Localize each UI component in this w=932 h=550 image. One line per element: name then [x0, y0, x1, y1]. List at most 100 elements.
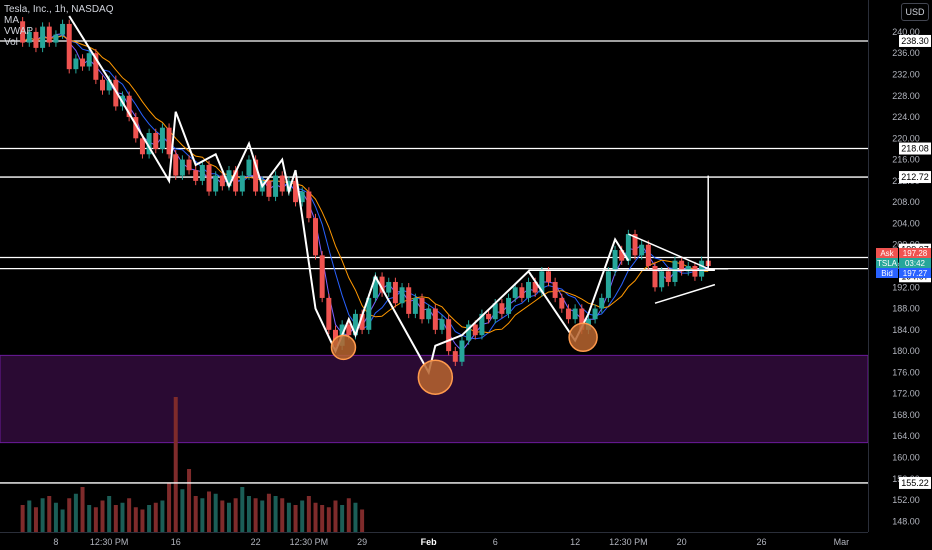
- price-label-box: [899, 171, 931, 184]
- candle-body: [579, 308, 585, 330]
- price-label-text: 212.72: [901, 172, 929, 182]
- volume-bar: [113, 505, 118, 532]
- price-axis[interactable]: 148.00152.00156.00160.00164.00168.00172.…: [868, 0, 932, 550]
- candle-body: [166, 127, 172, 155]
- candle-body: [139, 138, 145, 155]
- candle-body: [133, 117, 139, 139]
- price-tick-label: 216.00: [892, 155, 920, 165]
- indicator-vwap[interactable]: VWAP: [4, 26, 34, 37]
- candle-body: [253, 159, 259, 192]
- price-tick-label: 204.00: [892, 218, 920, 228]
- time-tick-label: 12: [570, 537, 580, 547]
- time-tick-label: 12:30 PM: [290, 537, 329, 547]
- volume-bar: [360, 509, 365, 532]
- indicator-volume[interactable]: Vol: [4, 37, 18, 48]
- candle-body: [179, 159, 185, 176]
- volume-bar: [346, 498, 351, 532]
- quote-value-box: [899, 268, 931, 278]
- price-tick-label: 148.00: [892, 516, 920, 526]
- candle-body: [412, 297, 418, 314]
- candle-body: [645, 244, 651, 266]
- candle-body: [246, 159, 252, 176]
- candle-body: [113, 79, 119, 107]
- symbol-title[interactable]: Tesla, Inc., 1h, NASDAQ: [4, 4, 114, 15]
- volume-bar: [207, 491, 212, 532]
- volume-bar: [147, 505, 152, 532]
- price-tick-label: 164.00: [892, 431, 920, 441]
- price-tick-label: 224.00: [892, 112, 920, 122]
- price-tick-label: 176.00: [892, 367, 920, 377]
- time-tick-label: 16: [171, 537, 181, 547]
- time-tick-label: 12:30 PM: [609, 537, 648, 547]
- candle-body: [559, 297, 565, 309]
- time-tick-label: 29: [357, 537, 367, 547]
- candle-body: [126, 95, 132, 118]
- price-tick-label: 228.00: [892, 91, 920, 101]
- volume-bar: [133, 507, 138, 532]
- candle-body: [532, 281, 538, 293]
- candle-body: [206, 164, 212, 192]
- price-label-text: 218.08: [901, 144, 929, 154]
- price-tick-label: 168.00: [892, 410, 920, 420]
- candle-body: [313, 218, 319, 256]
- price-tick-label: 152.00: [892, 495, 920, 505]
- volume-bar: [320, 505, 325, 532]
- price-tick-label: 232.00: [892, 69, 920, 79]
- candle-body: [60, 23, 66, 35]
- volume-bar: [173, 397, 178, 532]
- candle-body: [492, 303, 498, 320]
- quote-value-text: 03:42: [905, 259, 926, 268]
- volume-bar: [193, 496, 198, 532]
- candle-body: [699, 260, 705, 277]
- volume-bar: [266, 493, 271, 532]
- candle-body: [213, 175, 219, 192]
- volume-bar: [273, 496, 278, 532]
- candle-body: [286, 180, 292, 192]
- price-tick-label: 220.00: [892, 133, 920, 143]
- volume-bar: [353, 502, 358, 532]
- time-tick-label: 22: [251, 537, 261, 547]
- price-label-box: [899, 142, 931, 155]
- quote-value-box: [899, 258, 931, 268]
- indicator-ma[interactable]: MA: [4, 15, 19, 26]
- time-axis[interactable]: 8 12:30 PM 16 22 12:30 PM 29 Feb 6 12 12:30 PM 20 2…: [0, 532, 868, 550]
- volume-bar: [260, 500, 265, 532]
- highlight-circles: [330, 322, 598, 395]
- volume-bar: [153, 502, 158, 532]
- quote-tag-box: [876, 248, 898, 258]
- volume-bar: [73, 493, 78, 532]
- candle-body: [392, 281, 398, 304]
- volume-bar: [100, 500, 105, 532]
- candle-body: [73, 58, 79, 70]
- volume-bar: [167, 482, 172, 532]
- price-tick-label: 184.00: [892, 325, 920, 335]
- volume-bar: [67, 498, 72, 532]
- time-tick-label: 26: [756, 537, 766, 547]
- volume-bar: [300, 500, 305, 532]
- volume-bar: [240, 487, 245, 532]
- currency-button[interactable]: USD: [901, 3, 929, 21]
- candle-body: [346, 324, 352, 336]
- candle-body: [512, 287, 518, 298]
- candle-body: [326, 297, 332, 330]
- volume-bar: [253, 498, 258, 532]
- candle-body: [193, 170, 199, 181]
- candle-body: [153, 133, 159, 149]
- candle-body: [293, 180, 299, 203]
- candle-body: [486, 313, 492, 320]
- volume-bar: [40, 498, 45, 532]
- quote-tag-box: [876, 258, 898, 268]
- candle-body: [499, 303, 505, 314]
- candle-body: [665, 271, 671, 282]
- volume-bar: [187, 469, 192, 532]
- candle-body: [472, 324, 478, 336]
- candle-body: [146, 133, 152, 155]
- candle-body: [53, 34, 59, 43]
- price-tick-label: 208.00: [892, 197, 920, 207]
- candle-body: [526, 281, 532, 298]
- volume-bar: [326, 507, 331, 532]
- candle-body: [40, 26, 46, 48]
- candle-body: [419, 297, 425, 320]
- candle-body: [20, 21, 26, 43]
